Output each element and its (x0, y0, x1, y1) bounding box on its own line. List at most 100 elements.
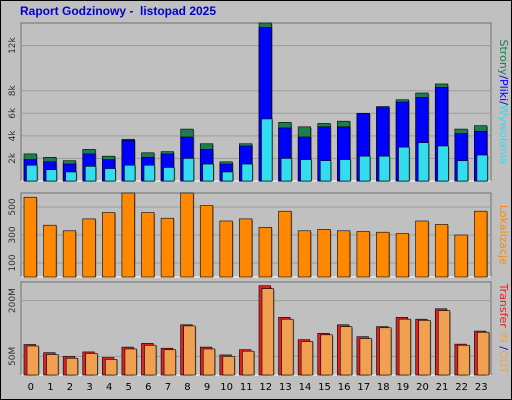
bar-bottom-transfer_out-1 (46, 354, 59, 376)
x-tick-label: 21 (436, 382, 449, 393)
bar-middle-visits-0 (23, 196, 37, 278)
bar-top-pages-16 (339, 159, 351, 182)
series-label-part: Lokalizacje (497, 205, 510, 265)
bar-middle-visits-4 (102, 212, 116, 278)
bar-top-pages-17 (359, 155, 371, 182)
bar-middle-visits-17 (356, 231, 370, 278)
bar-bottom-transfer_out-11 (242, 350, 255, 376)
y-tick-label: 100 (8, 254, 18, 271)
x-tick-label: 3 (86, 382, 92, 393)
bar-top-pages-8 (182, 158, 195, 182)
x-tick-label: 10 (220, 382, 233, 393)
bar-bottom-transfer_out-20 (418, 320, 431, 376)
bar-top-pages-10 (222, 171, 234, 182)
bar-bottom-transfer_out-22 (457, 344, 470, 376)
series-label-part: IN (497, 328, 510, 343)
y-tick-label: 500 (8, 198, 18, 215)
bar-top-pages-19 (398, 146, 410, 182)
series-label-part: / (497, 101, 510, 105)
bar-top-pages-2 (65, 171, 77, 182)
x-tick-label: 7 (165, 382, 171, 393)
x-tick-label: 22 (455, 382, 468, 393)
bar-top-pages-9 (202, 163, 214, 182)
y-tick-label: 2k (8, 152, 18, 164)
series-label-top: Strony/Pliki/Wywołania (497, 40, 510, 165)
x-tick-label: 6 (145, 382, 151, 393)
x-tick-label: 11 (240, 382, 253, 393)
bar-top-pages-3 (84, 166, 97, 182)
series-label-bottom: Transfer IN /OUT (497, 283, 510, 374)
x-tick-label: 20 (416, 382, 429, 393)
bar-top-pages-21 (437, 145, 449, 182)
bar-top-pages-1 (45, 169, 57, 182)
x-tick-label: 12 (259, 382, 272, 393)
x-tick-label: 0 (28, 382, 34, 393)
bar-bottom-transfer_out-14 (300, 341, 314, 376)
bar-middle-visits-18 (376, 231, 390, 278)
bar-bottom-transfer_out-17 (359, 338, 372, 376)
bar-middle-visits-22 (454, 234, 468, 278)
bar-middle-visits-11 (239, 218, 253, 278)
bar-bottom-transfer_out-18 (379, 327, 392, 376)
bar-bottom-transfer_out-7 (163, 349, 176, 376)
x-tick-label: 8 (184, 382, 190, 393)
x-tick-label: 16 (338, 382, 351, 393)
bar-middle-visits-20 (415, 220, 429, 278)
bar-middle-visits-15 (317, 229, 331, 278)
bar-top-pages-18 (378, 155, 390, 182)
bar-middle-visits-13 (278, 210, 292, 278)
bar-top-pages-4 (104, 168, 116, 182)
y-tick-label: 4k (8, 130, 18, 142)
y-tick-label: 12k (8, 36, 18, 53)
bar-top-pages-14 (300, 159, 312, 182)
bar-top-pages-6 (143, 164, 155, 182)
bar-top-pages-5 (124, 164, 136, 182)
series-label-part: / (497, 75, 510, 79)
x-tick-label: 5 (126, 382, 132, 393)
x-tick-label: 2 (67, 382, 73, 393)
bar-middle-visits-12 (258, 227, 272, 278)
bar-bottom-transfer_out-5 (124, 348, 137, 376)
bar-top-pages-20 (417, 142, 430, 182)
series-label-part: Pliki (497, 79, 510, 101)
bar-top-pages-7 (163, 167, 175, 182)
y-tick-label: 50M (8, 347, 18, 366)
x-tick-label: 4 (106, 382, 112, 393)
bar-top-pages-13 (280, 158, 292, 182)
bar-bottom-transfer_out-6 (144, 344, 157, 376)
bar-top-pages-12 (261, 118, 273, 182)
bar-bottom-transfer_out-2 (65, 357, 79, 376)
x-tick-label: 14 (299, 382, 312, 393)
bar-top-pages-15 (319, 160, 332, 182)
bar-middle-visits-23 (474, 210, 488, 278)
bar-middle-visits-21 (434, 224, 449, 278)
plot-area-bottom (20, 281, 492, 376)
bar-top-pages-11 (241, 163, 253, 182)
bar-middle-visits-1 (43, 224, 57, 278)
bar-top-pages-0 (26, 164, 38, 182)
bar-middle-visits-3 (82, 218, 96, 278)
bar-bottom-transfer_out-4 (105, 359, 118, 376)
bar-middle-visits-16 (337, 230, 351, 278)
x-tick-label: 1 (47, 382, 53, 393)
x-tick-label: 18 (377, 382, 390, 393)
bar-bottom-transfer_out-10 (222, 356, 235, 376)
x-tick-label: 13 (279, 382, 292, 393)
y-tick-label: 6k (8, 107, 18, 119)
bar-middle-visits-6 (141, 212, 155, 278)
series-label-part: Transfer (497, 283, 510, 329)
series-label-part: Wywołania (497, 105, 510, 165)
bar-top-pages-23 (476, 154, 488, 182)
bar-bottom-transfer_out-19 (398, 318, 411, 376)
x-tick-label: 19 (397, 382, 410, 393)
series-label-part: / (497, 343, 510, 350)
bar-bottom-transfer_out-9 (202, 348, 216, 376)
x-tick-label: 9 (204, 382, 210, 393)
bar-middle-visits-8 (180, 192, 194, 278)
bar-middle-visits-2 (62, 230, 77, 278)
bar-bottom-transfer_out-16 (340, 326, 353, 376)
y-tick-label: 8k (8, 84, 18, 96)
y-tick-label: 200M (8, 288, 18, 313)
